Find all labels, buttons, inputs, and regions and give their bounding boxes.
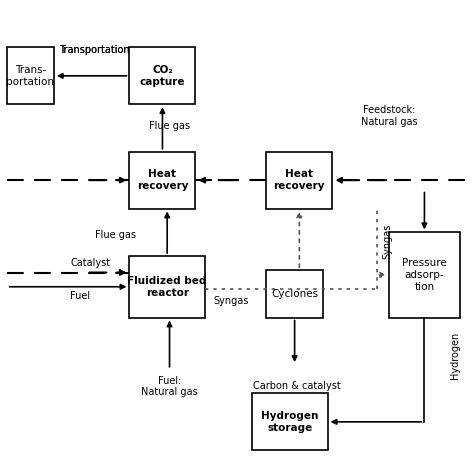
Text: Hydrogen
storage: Hydrogen storage (261, 411, 319, 433)
Text: Trans-
portation: Trans- portation (6, 65, 55, 87)
Text: Catalyst: Catalyst (71, 258, 110, 268)
Text: Transportation: Transportation (59, 45, 129, 55)
Text: Fuel:
Natural gas: Fuel: Natural gas (141, 375, 198, 397)
Text: Heat
recovery: Heat recovery (273, 169, 325, 191)
Text: Fuel: Fuel (71, 291, 91, 301)
Text: Syngas: Syngas (213, 296, 248, 306)
Text: Feedstock:
Natural gas: Feedstock: Natural gas (361, 105, 417, 127)
Text: Flue gas: Flue gas (149, 120, 190, 131)
FancyBboxPatch shape (129, 47, 195, 104)
Text: Flue gas: Flue gas (95, 229, 136, 240)
Text: Syngas: Syngas (382, 224, 392, 259)
Text: CO₂
capture: CO₂ capture (140, 65, 185, 87)
FancyBboxPatch shape (129, 256, 205, 318)
Text: Pressure
adsorp-
tion: Pressure adsorp- tion (402, 258, 447, 292)
Text: Transportation: Transportation (59, 45, 129, 55)
FancyBboxPatch shape (252, 393, 328, 450)
Text: Carbon & catalyst: Carbon & catalyst (253, 381, 341, 392)
Text: Hydrogen: Hydrogen (450, 332, 460, 379)
FancyBboxPatch shape (129, 152, 195, 209)
FancyBboxPatch shape (389, 232, 460, 318)
FancyBboxPatch shape (7, 47, 54, 104)
Text: Heat
recovery: Heat recovery (137, 169, 188, 191)
Text: Cyclones: Cyclones (271, 289, 318, 299)
Text: Fluidized bed
reactor: Fluidized bed reactor (128, 276, 207, 298)
FancyBboxPatch shape (266, 152, 332, 209)
FancyBboxPatch shape (266, 270, 323, 318)
